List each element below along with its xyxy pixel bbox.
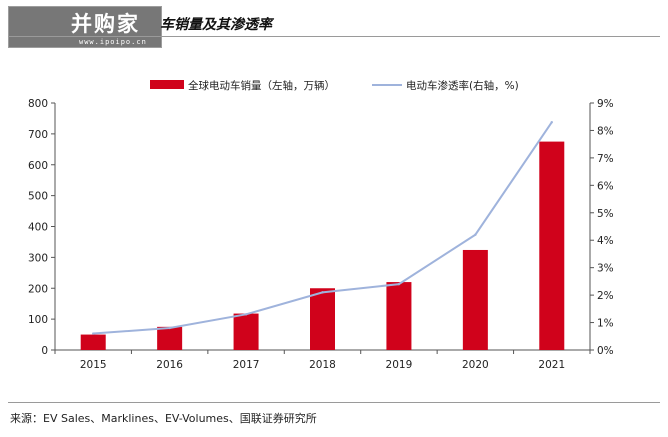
right-tick-label: 0% [597, 345, 614, 357]
logo-url: www.ipoipo.cn [79, 38, 147, 46]
line-point-2015 [92, 332, 95, 335]
source-note: 来源：EV Sales、Marklines、EV-Volumes、国联证券研究所 [10, 412, 317, 425]
logo-text: 并购家 [71, 12, 140, 36]
bar-2015 [80, 334, 106, 350]
line-point-2021 [550, 121, 553, 124]
right-tick-label: 4% [597, 235, 614, 247]
title-divider [8, 36, 660, 37]
source-divider [8, 402, 660, 403]
bar-2020 [462, 249, 488, 350]
right-tick-label: 1% [597, 318, 614, 330]
bar-2019 [386, 282, 412, 350]
right-tick-label: 9% [597, 98, 614, 110]
x-tick-label: 2020 [462, 359, 489, 371]
watermark-logo: 并购家 www.ipoipo.cn [8, 6, 162, 48]
legend-bar-swatch [150, 80, 184, 89]
x-tick-label: 2018 [309, 359, 336, 371]
bar-2021 [539, 141, 565, 350]
legend-bar-label: 全球电动车销量（左轴，万辆） [188, 79, 335, 92]
line-point-2019 [397, 282, 401, 286]
left-tick-label: 400 [28, 222, 48, 234]
x-tick-label: 2017 [233, 359, 260, 371]
right-tick-label: 2% [597, 290, 614, 302]
line-point-2016 [168, 326, 171, 330]
left-tick-label: 300 [28, 252, 48, 264]
bar-2018 [310, 288, 335, 350]
right-tick-label: 7% [597, 153, 614, 165]
page-title: 车销量及其渗透率 [160, 17, 272, 33]
line-point-2017 [244, 313, 248, 316]
legend-line-label: 电动车渗透率(右轴，%) [406, 79, 519, 92]
right-tick-label: 5% [597, 208, 614, 220]
left-tick-label: 700 [28, 129, 48, 141]
line-point-2020 [474, 233, 477, 236]
left-tick-label: 200 [28, 283, 48, 295]
x-tick-label: 2015 [80, 359, 107, 371]
left-tick-label: 600 [28, 160, 48, 172]
left-tick-label: 0 [41, 345, 48, 357]
right-tick-label: 3% [597, 263, 614, 275]
x-tick-label: 2021 [538, 359, 565, 371]
right-tick-label: 8% [597, 125, 614, 137]
left-tick-label: 500 [28, 191, 48, 203]
right-tick-label: 6% [597, 180, 614, 192]
x-tick-label: 2019 [386, 359, 413, 371]
bar-2016 [157, 326, 183, 350]
bar-2017 [233, 313, 259, 350]
left-tick-label: 100 [28, 314, 48, 326]
line-point-2018 [321, 291, 324, 294]
left-tick-label: 800 [28, 98, 48, 110]
x-tick-label: 2016 [156, 359, 183, 371]
